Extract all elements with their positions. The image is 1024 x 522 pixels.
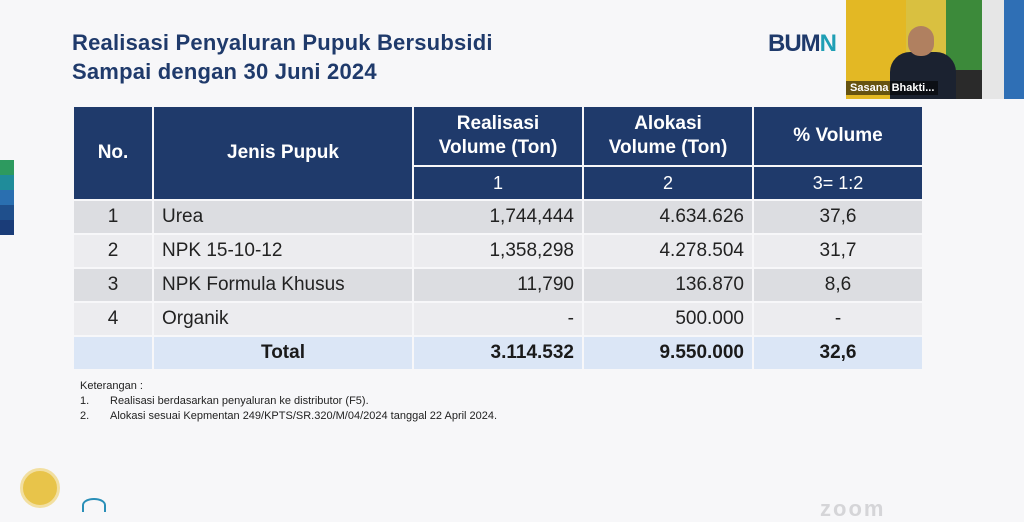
cell-jenis: NPK Formula Khusus	[154, 267, 412, 301]
cell-alokasi: 4.278.504	[584, 233, 752, 267]
sidebar-color-stripe	[0, 160, 14, 235]
participant-name-tag: Sasana Bhakti...	[846, 81, 939, 95]
table-row: 1 Urea 1,744,444 4.634.626 37,6	[74, 199, 922, 233]
cell-no: 2	[74, 233, 152, 267]
cell-jenis: Urea	[154, 199, 412, 233]
total-alokasi: 9.550.000	[584, 335, 752, 369]
cell-realisasi: 1,358,298	[414, 233, 582, 267]
ministry-logo-icon	[20, 468, 60, 508]
table-row: 3 NPK Formula Khusus 11,790 136.870 8,6	[74, 267, 922, 301]
slide-title-line1: Realisasi Penyaluran Pupuk Bersubsidi	[72, 30, 493, 55]
table-row: 2 NPK 15-10-12 1,358,298 4.278.504 31,7	[74, 233, 922, 267]
cell-persen: -	[754, 301, 922, 335]
note-item: 2. Alokasi sesuai Kepmentan 249/KPTS/SR.…	[80, 409, 497, 424]
note-number: 2.	[80, 410, 90, 422]
total-label: Total	[154, 335, 412, 369]
participant-video-tile[interactable]: Sasana Bhakti...	[846, 0, 1024, 99]
stripe-2	[0, 175, 14, 190]
cell-realisasi: 11,790	[414, 267, 582, 301]
bumn-logo-accent: N	[819, 30, 837, 57]
slide-title-line2: Sampai dengan 30 Juni 2024	[72, 59, 377, 84]
header-realisasi: Realisasi Volume (Ton)	[414, 107, 582, 165]
partial-logo-icon	[82, 498, 106, 512]
notes-heading: Keterangan :	[80, 380, 143, 392]
subheader-alokasi: 2	[584, 165, 752, 199]
table-total-row: Total 3.114.532 9.550.000 32,6	[74, 335, 922, 369]
header-realisasi-line1: Realisasi	[456, 113, 540, 134]
cell-alokasi: 136.870	[584, 267, 752, 301]
cell-alokasi: 4.634.626	[584, 199, 752, 233]
participant-head	[908, 26, 934, 56]
slide-title: Realisasi Penyaluran Pupuk Bersubsidi Sa…	[72, 28, 493, 86]
total-persen: 32,6	[754, 335, 922, 369]
stripe-3	[0, 190, 14, 205]
note-text: Realisasi berdasarkan penyaluran ke dist…	[110, 395, 369, 407]
header-realisasi-line2: Volume (Ton)	[438, 137, 558, 158]
cell-alokasi: 500.000	[584, 301, 752, 335]
flag-green	[946, 0, 982, 70]
cell-no: 3	[74, 267, 152, 301]
cell-persen: 37,6	[754, 199, 922, 233]
header-alokasi-line1: Alokasi	[634, 113, 702, 134]
zoom-watermark: zoom	[820, 496, 886, 521]
stripe-1	[0, 160, 14, 175]
stripe-5	[0, 220, 14, 235]
note-number: 1.	[80, 395, 90, 407]
cell-no: 4	[74, 301, 152, 335]
header-alokasi-line2: Volume (Ton)	[608, 137, 728, 158]
bumn-logo: BUMN	[768, 30, 837, 58]
fertilizer-table: No. Jenis Pupuk Realisasi Volume (Ton) A…	[72, 107, 924, 369]
total-realisasi: 3.114.532	[414, 335, 582, 369]
cell-persen: 8,6	[754, 267, 922, 301]
header-persen-volume: % Volume	[754, 107, 922, 165]
cell-realisasi: -	[414, 301, 582, 335]
cell-jenis: Organik	[154, 301, 412, 335]
cell-no: 1	[74, 199, 152, 233]
notes-section: Keterangan : 1. Realisasi berdasarkan pe…	[80, 379, 497, 424]
subheader-realisasi: 1	[414, 165, 582, 199]
header-alokasi: Alokasi Volume (Ton)	[584, 107, 752, 165]
bumn-logo-main: BUM	[768, 30, 821, 57]
table-row: 4 Organik - 500.000 -	[74, 301, 922, 335]
note-item: 1. Realisasi berdasarkan penyaluran ke d…	[80, 394, 497, 409]
note-text: Alokasi sesuai Kepmentan 249/KPTS/SR.320…	[110, 410, 498, 422]
subheader-persen: 3= 1:2	[754, 165, 922, 199]
cell-persen: 31,7	[754, 233, 922, 267]
header-no: No.	[74, 107, 152, 199]
flag-blue	[1004, 0, 1024, 99]
header-jenis-pupuk: Jenis Pupuk	[154, 107, 412, 199]
stripe-4	[0, 205, 14, 220]
cell-jenis: NPK 15-10-12	[154, 233, 412, 267]
cell-realisasi: 1,744,444	[414, 199, 582, 233]
